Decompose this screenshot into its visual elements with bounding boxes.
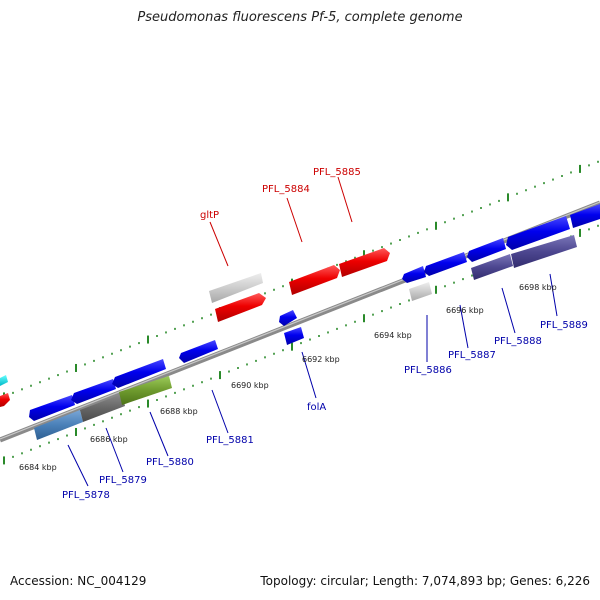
gene-feature-red-edge[interactable] <box>0 393 10 407</box>
gene-feature-edge-blue[interactable] <box>570 204 600 228</box>
gene-feature-darkgray[interactable] <box>80 394 125 422</box>
gene-feature-gltP-gray[interactable] <box>209 273 263 303</box>
gene-feature-pfl5889[interactable] <box>506 216 570 250</box>
gene-feature-folA-a[interactable] <box>279 310 297 326</box>
gene-feature-pfl5888-purple[interactable] <box>471 254 513 280</box>
gene-label-folA[interactable]: folA <box>307 402 326 413</box>
leader-pfl5884 <box>286 197 303 243</box>
scale-label-6694: 6694 kbp <box>374 331 412 340</box>
gene-label-pfl5884[interactable]: PFL_5884 <box>262 184 310 195</box>
gene-feature-pfl5889-purple[interactable] <box>511 235 577 268</box>
scale-label-6690: 6690 kbp <box>231 381 269 390</box>
gene-label-pfl5880[interactable]: PFL_5880 <box>146 457 194 468</box>
gene-label-pfl5888[interactable]: PFL_5888 <box>494 336 542 347</box>
genome-summary-text: Topology: circular; Length: 7,074,893 bp… <box>260 574 590 588</box>
scale-label-6684: 6684 kbp <box>19 463 57 472</box>
gene-feature-pfl5886-gray[interactable] <box>409 282 432 301</box>
gene-label-pfl5889[interactable]: PFL_5889 <box>540 320 588 331</box>
leader-pfl5881 <box>211 389 229 434</box>
gene-feature-pfl5879[interactable] <box>71 379 116 404</box>
leader-pfl5879 <box>105 427 124 473</box>
scale-label-6692: 6692 kbp <box>302 355 340 364</box>
leader-gltP <box>209 221 229 267</box>
gene-label-pfl5887[interactable]: PFL_5887 <box>448 350 496 361</box>
gene-label-pfl5879[interactable]: PFL_5879 <box>99 475 147 486</box>
scale-label-6688: 6688 kbp <box>160 407 198 416</box>
label-leaders <box>67 176 558 487</box>
scale-labels: 6684 kbp 6686 kbp 6688 kbp 6690 kbp 6692… <box>19 283 557 472</box>
gene-feature-pfl5887[interactable] <box>424 252 467 276</box>
gene-label-pfl5886[interactable]: PFL_5886 <box>404 365 452 376</box>
reverse-gene-labels: PFL_5878 PFL_5879 PFL_5880 PFL_5881 folA… <box>62 320 588 501</box>
scale-label-6698: 6698 kbp <box>519 283 557 292</box>
leader-pfl5887 <box>459 304 469 349</box>
leader-pfl5885 <box>337 176 353 223</box>
gene-label-pfl5878[interactable]: PFL_5878 <box>62 490 110 501</box>
gene-feature-pfl5885[interactable] <box>339 248 390 277</box>
gene-feature-cyan[interactable] <box>0 375 8 386</box>
gene-feature-folA-b[interactable] <box>284 327 304 345</box>
scale-label-6686: 6686 kbp <box>90 435 128 444</box>
gene-feature-pfl5878[interactable] <box>29 395 75 421</box>
leader-folA <box>301 351 317 399</box>
map-title: Pseudomonas fluorescens Pf-5, complete g… <box>137 10 463 25</box>
accession-text: Accession: NC_004129 <box>10 574 147 588</box>
gene-label-pfl5885[interactable]: PFL_5885 <box>313 167 361 178</box>
gene-feature-gltP[interactable] <box>215 293 266 322</box>
gene-feature-pfl5881[interactable] <box>179 340 218 363</box>
gene-feature-steel[interactable] <box>34 410 83 440</box>
gene-label-pfl5881[interactable]: PFL_5881 <box>206 435 254 446</box>
gene-feature-pfl5880[interactable] <box>112 359 166 388</box>
gene-feature-olive[interactable] <box>119 376 172 405</box>
leader-pfl5888 <box>501 287 516 334</box>
leader-pfl5878 <box>67 444 89 487</box>
leader-pfl5889 <box>549 273 558 317</box>
gene-feature-pfl5884[interactable] <box>289 265 340 295</box>
leader-pfl5880 <box>149 411 169 457</box>
gene-label-gltP[interactable]: gltP <box>200 210 219 221</box>
gene-feature-pfl5888[interactable] <box>467 238 506 262</box>
gene-feature-pfl5886[interactable] <box>402 266 426 283</box>
scale-label-6696: 6696 kbp <box>446 306 484 315</box>
gene-features <box>0 204 600 440</box>
forward-gene-labels: gltP PFL_5884 PFL_5885 <box>200 167 361 221</box>
